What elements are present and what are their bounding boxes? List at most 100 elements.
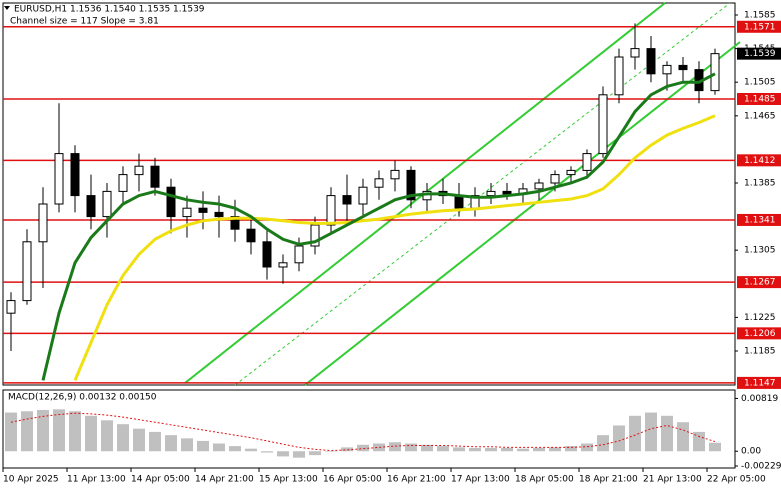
- y-tick-label: 1.1465: [744, 111, 776, 121]
- macd-bar: [517, 448, 529, 452]
- candle-body: [118, 174, 128, 192]
- candle-body: [678, 64, 688, 71]
- chart-subtitle: Channel size = 117 Slope = 3.81: [10, 17, 159, 27]
- macd-bar: [613, 425, 625, 452]
- candle-body: [54, 153, 64, 205]
- macd-bar: [261, 451, 273, 453]
- macd-bar: [133, 428, 145, 452]
- candle-body: [646, 48, 656, 75]
- x-tick-label: 22 Apr 05:00: [707, 475, 766, 485]
- chart-title: EURUSD,H1 1.1536 1.1540 1.1535 1.1539: [14, 5, 205, 15]
- y-tick-label: 0.00: [741, 447, 761, 457]
- candle-body: [390, 169, 400, 180]
- x-tick-label: 18 Apr 21:00: [579, 475, 638, 485]
- macd-bar: [501, 448, 513, 452]
- candle-body: [278, 262, 288, 268]
- candle-body: [598, 94, 608, 155]
- price-panel: [2, 2, 736, 386]
- x-tick-label: 14 Apr 05:00: [131, 475, 190, 485]
- candle-body: [294, 245, 304, 264]
- macd-bar: [229, 446, 241, 452]
- candle-body: [134, 165, 144, 176]
- level-label: 1.1571: [744, 22, 776, 32]
- x-tick-label: 16 Apr 21:00: [387, 475, 446, 485]
- macd-bar: [549, 447, 561, 452]
- level-tag: [737, 93, 781, 106]
- candle-body: [486, 190, 496, 197]
- macd-bar: [565, 446, 577, 452]
- candle-body: [262, 241, 272, 268]
- macd-panel: [2, 389, 736, 469]
- candle-body: [550, 174, 560, 184]
- candle-body: [246, 228, 256, 243]
- candle-body: [662, 64, 672, 75]
- channel-middle: [234, 2, 731, 386]
- candle-body: [582, 153, 592, 171]
- level-tag: [737, 20, 781, 33]
- candle-body: [166, 186, 176, 218]
- level-label: 1.1147: [744, 378, 776, 388]
- candle-body: [86, 195, 96, 218]
- candle-body: [566, 169, 576, 176]
- candle-body: [310, 224, 320, 247]
- x-tick-label: 16 Apr 05:00: [323, 475, 382, 485]
- macd-bar: [421, 444, 433, 452]
- level-label: 1.1412: [744, 156, 776, 166]
- candle-body: [230, 216, 240, 230]
- y-tick-label: 1.1385: [744, 178, 776, 188]
- x-tick-label: 21 Apr 13:00: [643, 475, 702, 485]
- candle-body: [358, 186, 368, 205]
- macd-bar: [149, 431, 161, 452]
- level-tag: [737, 327, 781, 340]
- macd-bar: [357, 444, 369, 452]
- macd-bar: [117, 424, 129, 452]
- candle-body: [614, 56, 624, 96]
- macd-bar: [677, 422, 689, 452]
- y-tick-label: 1.1225: [744, 313, 776, 323]
- macd-bar: [709, 442, 721, 452]
- moving-average: [41, 72, 716, 381]
- y-tick-label: -0.00229: [741, 462, 781, 472]
- candle-body: [198, 207, 208, 213]
- macd-bar: [101, 420, 113, 452]
- x-tick-label: 10 Apr 2025: [3, 475, 59, 485]
- macd-bar: [197, 440, 209, 452]
- macd-bar: [341, 447, 353, 452]
- macd-bar: [309, 451, 321, 456]
- macd-bar: [293, 451, 305, 458]
- macd-bar: [661, 415, 673, 452]
- macd-bar: [437, 446, 449, 452]
- macd-bar: [213, 443, 225, 452]
- macd-bar: [245, 448, 257, 452]
- macd-bar: [373, 443, 385, 452]
- candle-body: [22, 241, 32, 302]
- level-label: 1.1485: [744, 95, 776, 105]
- title-arrow: [4, 6, 10, 10]
- macd-bar: [581, 443, 593, 452]
- macd-bar: [453, 447, 465, 452]
- macd-bar: [181, 438, 193, 452]
- macd-bar: [389, 442, 401, 452]
- macd-title: MACD(12,26,9) 0.00132 0.00150: [8, 393, 157, 403]
- moving-average: [73, 114, 716, 381]
- level-tag: [737, 213, 781, 226]
- macd-bar: [277, 451, 289, 457]
- level-label: 1.1341: [744, 215, 776, 225]
- current-price: 1.1539: [744, 49, 776, 59]
- candle-body: [342, 195, 352, 205]
- level-tag: [737, 154, 781, 167]
- y-tick-label: 1.1185: [744, 346, 776, 356]
- candle-body: [214, 211, 224, 218]
- level-tag: [737, 276, 781, 289]
- candle-body: [150, 165, 160, 188]
- y-tick-label: 0.00819: [741, 394, 778, 404]
- macd-bar: [37, 409, 49, 452]
- macd-bar: [645, 412, 657, 452]
- x-tick-label: 17 Apr 13:00: [451, 475, 510, 485]
- x-tick-label: 15 Apr 13:00: [259, 475, 318, 485]
- price-tag: [737, 47, 781, 60]
- macd-bar: [21, 411, 33, 452]
- candle-body: [534, 182, 544, 190]
- candle-body: [70, 153, 80, 197]
